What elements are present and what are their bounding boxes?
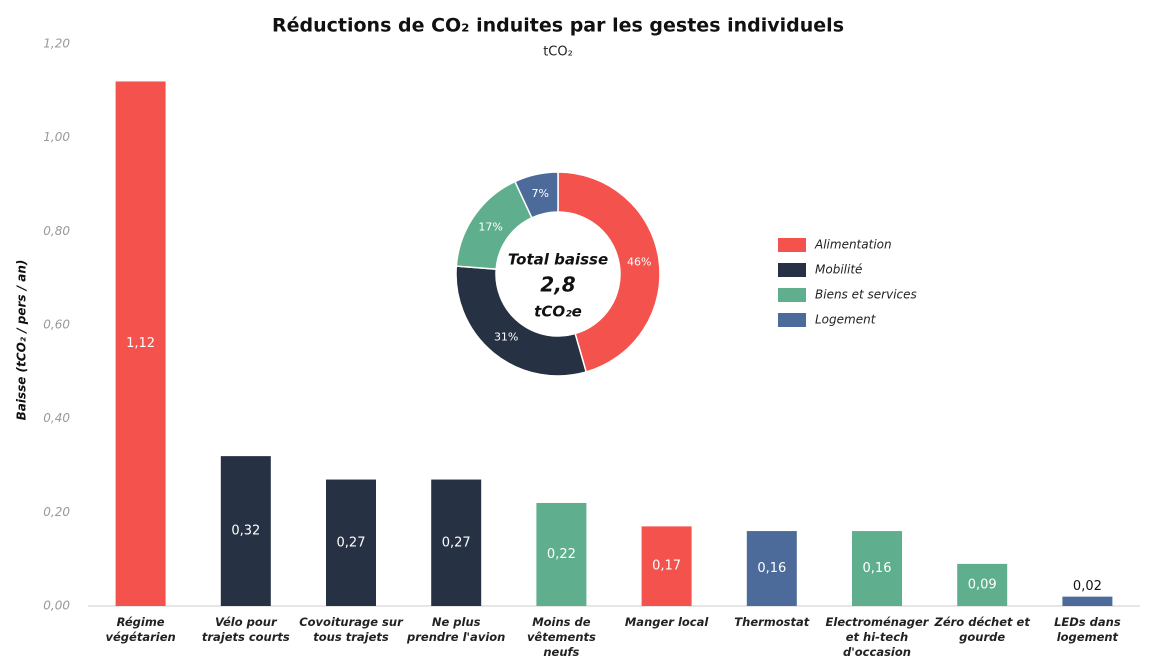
donut-slice: [455, 265, 588, 377]
bar: [746, 531, 797, 606]
bar: [1062, 596, 1113, 606]
chart-title: Réductions de CO₂ induites par les geste…: [272, 15, 844, 37]
value-label: 0,02: [1073, 579, 1102, 594]
donut-center-text: 2,8: [540, 273, 576, 297]
y-tick-label: 1,20: [43, 37, 70, 51]
value-label: 0,27: [337, 535, 366, 550]
legend-label: Mobilité: [815, 263, 862, 277]
x-tick-label: Moins de vêtements neufs: [526, 615, 596, 659]
x-tick-label: Ne plus prendre l'avion: [407, 615, 506, 644]
y-tick-label: 0,60: [43, 318, 70, 332]
y-tick-label: 0,00: [43, 599, 70, 613]
x-tick-label: Covoiturage sur tous trajets: [299, 615, 403, 644]
bar: [326, 479, 376, 606]
x-tick-label: Vélo pour trajets courts: [201, 615, 290, 644]
x-tick-label: Zéro déchet et gourde: [934, 615, 1030, 644]
y-tick-label: 0,40: [43, 411, 70, 425]
legend-swatch: [778, 238, 806, 252]
value-label: 1,12: [126, 336, 155, 351]
bar: [536, 502, 587, 606]
slice-label: 7%: [532, 187, 549, 200]
donut-center-text: tCO₂e: [534, 303, 582, 321]
value-label: 0,17: [652, 559, 681, 574]
bar: [431, 479, 482, 606]
value-label: 0,09: [968, 577, 997, 592]
y-axis-label: Baisse (tCO₂ / pers / an): [15, 260, 29, 421]
legend-label: Alimentation: [814, 238, 892, 252]
x-tick-label: Régime végétarien: [105, 615, 176, 644]
bar: [641, 526, 692, 606]
x-tick-label: Manger local: [624, 615, 709, 629]
legend-label: Logement: [815, 313, 877, 327]
legend-swatch: [778, 288, 806, 302]
value-label: 0,27: [442, 535, 471, 550]
bar: [852, 531, 902, 606]
slice-label: 17%: [478, 220, 502, 233]
legend-swatch: [778, 263, 806, 277]
bar: [957, 563, 1008, 606]
slice-label: 31%: [494, 331, 518, 344]
value-label: 0,16: [757, 561, 786, 576]
value-label: 0,22: [547, 547, 576, 562]
legend-label: Biens et services: [815, 288, 917, 302]
x-tick-label: Electroménager et hi-tech d'occasion: [825, 615, 929, 659]
legend-swatch: [778, 313, 806, 327]
bar: [220, 456, 271, 606]
y-tick-label: 0,20: [43, 505, 70, 519]
slice-label: 46%: [627, 256, 651, 269]
y-tick-label: 0,80: [43, 224, 70, 238]
x-tick-label: LEDs dans logement: [1054, 615, 1121, 644]
y-tick-label: 1,00: [43, 130, 70, 144]
value-label: 0,32: [231, 524, 260, 539]
donut-slice: [557, 171, 661, 373]
donut-slice: [513, 171, 559, 219]
x-tick-label: Thermostat: [734, 615, 810, 629]
donut-center-text: Total baisse: [508, 251, 608, 269]
chart-subtitle: tCO₂: [543, 45, 573, 60]
value-label: 0,16: [863, 561, 892, 576]
bar: [115, 81, 166, 606]
